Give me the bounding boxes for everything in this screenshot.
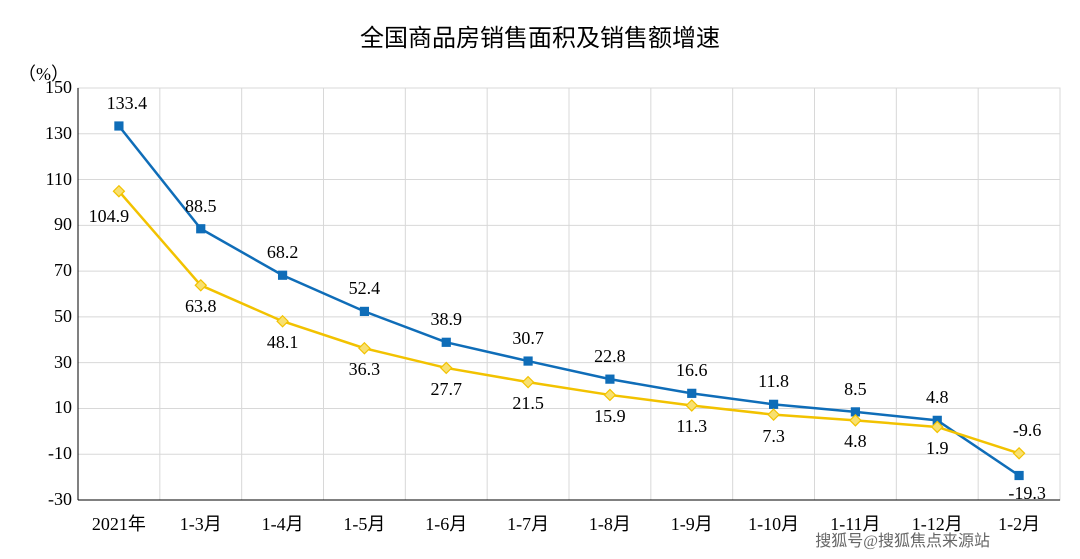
data-label-sales-area: 7.3 (746, 426, 802, 447)
data-label-sales-value: 22.8 (582, 346, 638, 367)
chart-container: 全国商品房销售面积及销售额增速（%）-30-101030507090110130… (0, 0, 1080, 559)
marker-sales-area (523, 377, 534, 388)
marker-sales-value (442, 338, 450, 346)
data-label-sales-area: 27.7 (418, 379, 474, 400)
y-tick-label: 70 (54, 260, 72, 281)
marker-sales-value (1015, 472, 1023, 480)
x-tick-label: 1-8月 (570, 510, 650, 536)
data-label-sales-value: 68.2 (255, 242, 311, 263)
data-label-sales-area: 15.9 (582, 406, 638, 427)
marker-sales-area (359, 343, 370, 354)
chart-svg (0, 0, 1080, 559)
marker-sales-area (850, 415, 861, 426)
marker-sales-value (197, 225, 205, 233)
marker-sales-area (686, 400, 697, 411)
data-label-sales-value: 52.4 (336, 278, 392, 299)
marker-sales-value (360, 307, 368, 315)
y-tick-label: -10 (48, 443, 72, 464)
y-tick-label: 10 (54, 397, 72, 418)
data-label-sales-value: 4.8 (909, 387, 965, 408)
x-tick-label: 1-3月 (161, 510, 241, 536)
y-tick-label: 50 (54, 306, 72, 327)
marker-sales-area (441, 362, 452, 373)
data-label-sales-area: 63.8 (173, 296, 229, 317)
y-tick-label: 150 (45, 77, 72, 98)
marker-sales-area (1014, 448, 1025, 459)
y-tick-label: 90 (54, 214, 72, 235)
x-tick-label: 1-9月 (652, 510, 732, 536)
data-label-sales-area: 36.3 (336, 359, 392, 380)
x-tick-label: 1-6月 (406, 510, 486, 536)
data-label-sales-value: 30.7 (500, 328, 556, 349)
data-label-sales-value: 38.9 (418, 309, 474, 330)
data-label-sales-value: 16.6 (664, 360, 720, 381)
y-tick-label: 130 (45, 123, 72, 144)
data-label-sales-area: 1.9 (909, 438, 965, 459)
watermark: 搜狐号@搜狐焦点来源站 (815, 527, 990, 551)
y-tick-label: -30 (48, 489, 72, 510)
data-label-sales-area: 11.3 (664, 416, 720, 437)
data-label-sales-value: 8.5 (827, 379, 883, 400)
marker-sales-area (604, 389, 615, 400)
x-tick-label: 1-10月 (734, 510, 814, 536)
x-tick-label: 2021年 (79, 510, 159, 536)
y-tick-label: 110 (46, 169, 72, 190)
data-label-sales-value: -19.3 (999, 483, 1055, 504)
marker-sales-value (606, 375, 614, 383)
data-label-sales-area: -9.6 (999, 420, 1055, 441)
x-tick-label: 1-4月 (243, 510, 323, 536)
x-tick-label: 1-7月 (488, 510, 568, 536)
data-label-sales-value: 88.5 (173, 196, 229, 217)
x-tick-label: 1-2月 (979, 510, 1059, 536)
data-label-sales-area: 104.9 (81, 206, 137, 227)
data-label-sales-area: 21.5 (500, 393, 556, 414)
marker-sales-area (768, 409, 779, 420)
y-tick-label: 30 (54, 352, 72, 373)
data-label-sales-value: 133.4 (99, 93, 155, 114)
x-tick-label: 1-5月 (324, 510, 404, 536)
data-label-sales-area: 48.1 (255, 332, 311, 353)
data-label-sales-area: 4.8 (827, 431, 883, 452)
marker-sales-value (524, 357, 532, 365)
data-label-sales-value: 11.8 (746, 371, 802, 392)
marker-sales-value (279, 271, 287, 279)
marker-sales-value (770, 400, 778, 408)
marker-sales-value (688, 389, 696, 397)
marker-sales-value (115, 122, 123, 130)
